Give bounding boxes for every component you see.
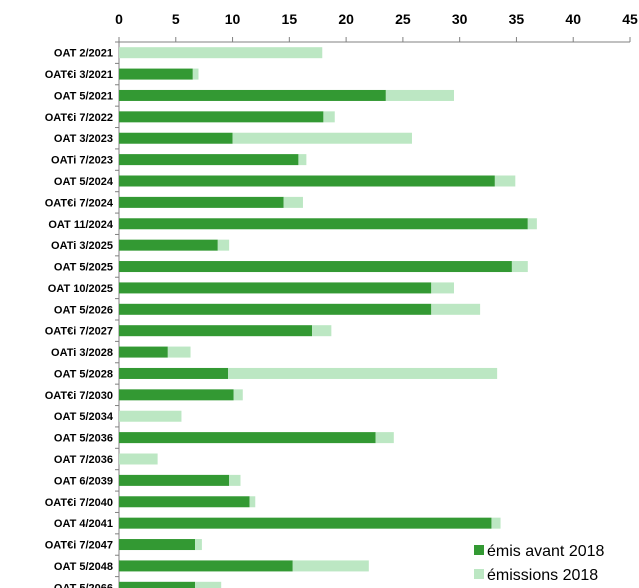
bar-emis-avant-2018: [119, 581, 196, 588]
category-label: OATi 7/2023: [51, 155, 113, 167]
bar-emissions-2018: [119, 410, 182, 422]
x-tick-label: 10: [225, 11, 241, 27]
bar-emissions-2018: [283, 196, 303, 208]
category-label: OAT 5/2034: [54, 411, 114, 423]
category-label: OATi 3/2025: [51, 240, 113, 252]
bar-emissions-2018: [119, 453, 158, 465]
category-label-layer: OAT 2/2021 OAT€i 3/2021 OAT 5/2021 OAT€i 7/…: [45, 48, 114, 588]
bar-emissions-2018: [292, 560, 369, 572]
bar-emis-avant-2018: [119, 539, 196, 551]
bar-layer: [119, 47, 537, 588]
bar-emis-avant-2018: [119, 282, 432, 294]
legend-swatch: [474, 545, 484, 555]
category-label: OAT€i 7/2030: [45, 390, 113, 402]
legend-label: émis avant 2018: [487, 543, 605, 560]
bar-emissions-2018: [323, 111, 335, 123]
category-label: OAT€i 3/2021: [45, 69, 113, 81]
bar-emissions-2018: [192, 68, 199, 80]
bar-emis-avant-2018: [119, 218, 528, 230]
bar-emis-avant-2018: [119, 367, 229, 379]
category-label: OAT 5/2048: [54, 561, 113, 573]
x-tick-label: 25: [395, 11, 411, 27]
bar-emissions-2018: [229, 474, 241, 486]
bar-emis-avant-2018: [119, 175, 495, 187]
bar-emissions-2018: [217, 239, 230, 251]
category-label: OAT 11/2024: [48, 219, 113, 231]
category-label: OAT€i 7/2027: [45, 326, 113, 338]
bar-emissions-2018: [195, 539, 202, 551]
bar-emis-avant-2018: [119, 389, 234, 401]
bar-emissions-2018: [385, 89, 454, 101]
legend-swatch: [474, 569, 484, 579]
category-label: OAT 5/2024: [54, 176, 114, 188]
x-tick-label: 45: [622, 11, 638, 27]
category-label: OAT 7/2036: [54, 454, 113, 466]
category-label: OAT€i 7/2024: [45, 197, 114, 209]
category-label: OAT€i 7/2022: [45, 112, 113, 124]
bar-emis-avant-2018: [119, 346, 168, 358]
bar-emis-avant-2018: [119, 132, 233, 144]
bar-emis-avant-2018: [119, 432, 376, 444]
bar-emissions-2018: [119, 47, 323, 59]
x-tick-label: 15: [282, 11, 298, 27]
bar-emissions-2018: [527, 218, 537, 230]
bar-emis-avant-2018: [119, 474, 230, 486]
category-label: OAT 10/2025: [48, 283, 113, 295]
bar-emissions-2018: [228, 367, 498, 379]
x-tick-label: 5: [172, 11, 180, 27]
bar-emis-avant-2018: [119, 261, 512, 273]
bar-emissions-2018: [167, 346, 191, 358]
category-label: OAT 5/2066: [54, 582, 113, 588]
x-tick-label: 0: [115, 11, 123, 27]
category-label: OAT 6/2039: [54, 475, 113, 487]
bar-emissions-2018: [511, 261, 528, 273]
category-label: OAT€i 7/2047: [45, 540, 113, 552]
bar-emis-avant-2018: [119, 517, 492, 529]
category-label: OAT 5/2021: [54, 90, 113, 102]
bar-emissions-2018: [312, 325, 332, 337]
bar-emis-avant-2018: [119, 68, 193, 80]
x-tick-label: 30: [452, 11, 468, 27]
bar-emissions-2018: [431, 282, 454, 294]
bar-emis-avant-2018: [119, 89, 386, 101]
bar-emis-avant-2018: [119, 325, 313, 337]
x-tick-label: 40: [565, 11, 581, 27]
category-label: OAT 5/2028: [54, 368, 113, 380]
bar-emis-avant-2018: [119, 196, 284, 208]
bar-emis-avant-2018: [119, 303, 432, 315]
bar-emissions-2018: [491, 517, 501, 529]
bar-emis-avant-2018: [119, 239, 218, 251]
bar-emis-avant-2018: [119, 496, 250, 508]
bar-emis-avant-2018: [119, 560, 293, 572]
bar-emissions-2018: [298, 154, 307, 166]
category-label: OAT€i 7/2040: [45, 497, 113, 509]
bar-emissions-2018: [494, 175, 516, 187]
legend: émis avant 2018 émissions 2018: [474, 543, 605, 584]
bar-emissions-2018: [233, 389, 243, 401]
category-label: OAT 5/2025: [54, 262, 113, 274]
category-label: OAT 2/2021: [54, 48, 113, 60]
bar-emis-avant-2018: [119, 111, 324, 123]
bar-emis-avant-2018: [119, 154, 299, 166]
legend-label: émissions 2018: [487, 567, 598, 584]
bar-emissions-2018: [232, 132, 412, 144]
category-label: OAT 3/2023: [54, 133, 113, 145]
bar-emissions-2018: [375, 432, 394, 444]
x-tick-label: 20: [338, 11, 354, 27]
category-label: OAT 5/2026: [54, 304, 113, 316]
x-tick-label: 35: [509, 11, 525, 27]
category-label: OATi 3/2028: [51, 347, 113, 359]
bar-emissions-2018: [431, 303, 481, 315]
bar-emissions-2018: [249, 496, 256, 508]
category-label: OAT 5/2036: [54, 433, 113, 445]
bar-emissions-2018: [195, 581, 222, 588]
category-label: OAT 4/2041: [54, 518, 113, 530]
